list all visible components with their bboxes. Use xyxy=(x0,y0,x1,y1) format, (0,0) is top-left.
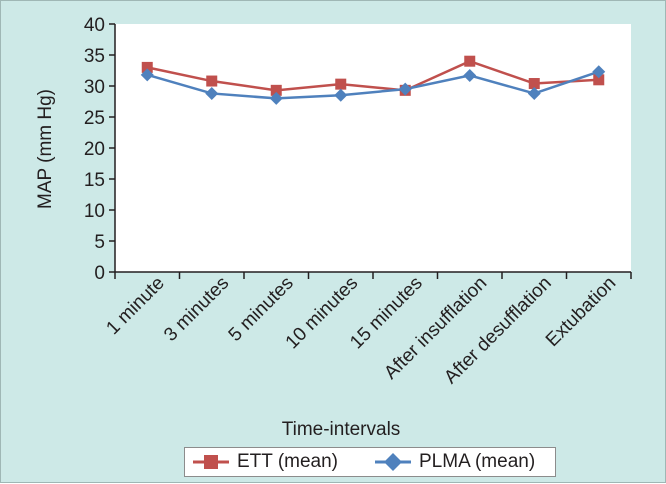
ett-point xyxy=(464,55,476,67)
ett-point xyxy=(593,74,605,86)
y-tick-label: 15 xyxy=(84,170,105,191)
plma-point xyxy=(140,68,154,82)
plma-point xyxy=(592,65,606,79)
legend-label-ett: ETT (mean) xyxy=(237,451,339,472)
ett-point xyxy=(141,61,153,73)
legend: ETT (mean) PLMA (mean) xyxy=(184,447,556,477)
y-tick-label: 0 xyxy=(94,263,105,284)
y-tick-label: 40 xyxy=(84,15,105,36)
legend-swatch-plma xyxy=(375,453,411,471)
y-tick-label: 10 xyxy=(84,201,105,222)
x-tick-label: Extubation xyxy=(542,273,620,351)
plma-point xyxy=(398,82,412,96)
ett-point xyxy=(270,84,282,96)
x-tick-label: After desufflation xyxy=(440,273,555,388)
plot-area xyxy=(115,24,631,272)
plma-point xyxy=(527,86,541,100)
ett-point xyxy=(206,75,218,87)
y-tick-label: 25 xyxy=(84,108,105,129)
y-tick-label: 30 xyxy=(84,77,105,98)
plma-point xyxy=(269,91,283,105)
legend-label-plma: PLMA (mean) xyxy=(419,451,536,472)
axes xyxy=(109,23,632,279)
legend-item-ett: ETT (mean) xyxy=(191,448,338,476)
legend-item-plma: PLMA (mean) xyxy=(373,448,535,476)
y-tick-label: 5 xyxy=(94,232,105,253)
plma-point xyxy=(463,68,477,82)
legend-swatch-ett xyxy=(193,455,229,469)
y-axis-title: MAP (mm Hg) xyxy=(35,89,56,209)
ett-point xyxy=(528,78,540,90)
y-tick-label: 20 xyxy=(84,139,105,160)
plma-point xyxy=(334,88,348,102)
y-tick-label: 35 xyxy=(84,46,105,67)
x-tick-label: 1 minute xyxy=(102,273,168,339)
series-layer xyxy=(140,55,606,105)
series-line-ett xyxy=(146,59,599,92)
series-line-plma xyxy=(146,70,600,100)
plma-point xyxy=(205,86,219,100)
x-tick-label: 3 minutes xyxy=(160,273,233,346)
ett-point xyxy=(335,78,347,90)
x-axis-title: Time-intervals xyxy=(282,419,401,440)
